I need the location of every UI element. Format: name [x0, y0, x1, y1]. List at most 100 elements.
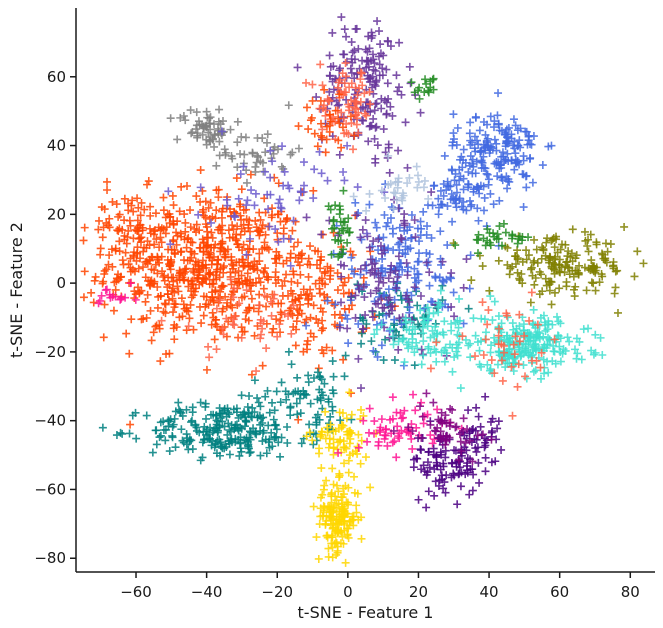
data-point: [168, 284, 177, 293]
data-point: [146, 202, 155, 211]
data-point: [431, 477, 440, 486]
data-point: [434, 298, 443, 307]
data-point: [126, 420, 135, 429]
x-tick-label: −40: [191, 583, 223, 601]
data-point: [215, 409, 224, 418]
data-point: [314, 364, 323, 373]
data-point: [350, 46, 359, 55]
data-point: [418, 323, 427, 332]
data-point: [551, 359, 560, 368]
data-point: [351, 24, 360, 33]
data-point: [155, 433, 164, 442]
data-point: [233, 240, 242, 249]
data-point: [366, 121, 375, 130]
data-point: [354, 430, 363, 439]
data-point: [446, 418, 455, 427]
data-point: [390, 437, 399, 446]
data-point: [272, 387, 281, 396]
data-point: [328, 524, 337, 533]
data-point: [440, 317, 449, 326]
data-point: [465, 129, 474, 138]
data-point: [234, 435, 243, 444]
data-point: [386, 179, 395, 188]
data-point: [235, 278, 244, 287]
data-point: [532, 245, 541, 254]
data-point: [184, 282, 193, 291]
data-point: [161, 309, 170, 318]
data-point: [518, 232, 527, 241]
data-point: [219, 246, 228, 255]
data-point: [564, 247, 573, 256]
data-point: [485, 229, 494, 238]
data-point: [403, 179, 412, 188]
data-point: [245, 303, 254, 312]
data-point: [608, 262, 617, 271]
data-point: [586, 230, 595, 239]
data-point: [249, 245, 258, 254]
x-tick-label: −60: [120, 583, 152, 601]
data-point: [330, 301, 339, 310]
data-point: [459, 197, 468, 206]
data-point: [354, 319, 363, 328]
data-point: [348, 48, 357, 57]
data-point: [419, 337, 428, 346]
data-point: [323, 296, 332, 305]
data-point: [361, 311, 370, 320]
data-point: [219, 263, 228, 272]
data-point: [271, 420, 280, 429]
data-point: [358, 324, 367, 333]
data-point: [497, 152, 506, 161]
data-point: [220, 404, 229, 413]
data-point: [494, 331, 503, 340]
data-point: [437, 416, 446, 425]
data-point: [283, 438, 292, 447]
data-point: [98, 233, 107, 242]
data-point: [384, 37, 393, 46]
data-point: [142, 313, 151, 322]
data-point: [344, 214, 353, 223]
data-point: [246, 234, 255, 243]
data-point: [309, 194, 318, 203]
data-point: [379, 125, 388, 134]
data-point: [170, 335, 179, 344]
data-point: [474, 412, 483, 421]
data-point: [419, 419, 428, 428]
data-point: [464, 304, 473, 313]
y-axis-label: t-SNE - Feature 2: [7, 222, 26, 358]
data-point: [455, 176, 464, 185]
data-point: [212, 345, 221, 354]
data-point: [232, 420, 241, 429]
data-point: [393, 422, 402, 431]
data-point: [306, 116, 315, 125]
data-point: [321, 267, 330, 276]
data-point: [265, 435, 274, 444]
data-point: [328, 553, 337, 562]
data-point: [246, 170, 255, 179]
data-point: [229, 293, 238, 302]
data-point: [396, 408, 405, 417]
data-point: [314, 319, 323, 328]
data-point: [337, 108, 346, 117]
data-point: [352, 211, 361, 220]
data-point: [521, 127, 530, 136]
data-point: [416, 231, 425, 240]
data-point: [164, 422, 173, 431]
data-point: [610, 289, 619, 298]
data-point: [339, 186, 348, 195]
data-point: [423, 458, 432, 467]
data-point: [317, 230, 326, 239]
data-point: [181, 218, 190, 227]
data-point: [215, 105, 224, 114]
data-point: [364, 62, 373, 71]
data-point: [273, 332, 282, 341]
data-point: [580, 263, 589, 272]
data-point: [130, 287, 139, 296]
data-point: [453, 351, 462, 360]
data-point: [509, 340, 518, 349]
data-point: [227, 152, 236, 161]
data-point: [139, 263, 148, 272]
data-point: [159, 206, 168, 215]
data-point: [228, 233, 237, 242]
data-point: [380, 246, 389, 255]
data-point: [498, 148, 507, 157]
